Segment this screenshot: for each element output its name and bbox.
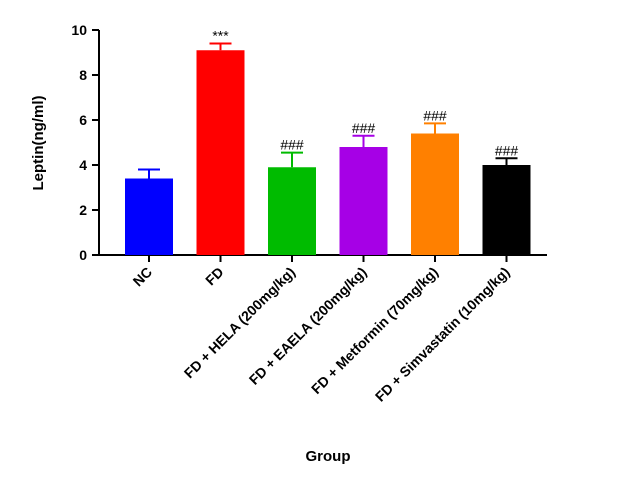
bar [196,50,245,255]
y-axis: 0 2 4 6 8 10 [71,22,100,263]
y-tick-label: 6 [79,112,87,128]
bar-group: ### [411,107,459,255]
bars: *** ### ### ### ### [125,28,531,255]
bar [411,133,459,255]
bar-group: ### [268,137,316,255]
significance-label: *** [212,28,229,44]
y-tick-label: 4 [79,157,87,173]
bar-group: ### [339,120,388,255]
y-ticks: 0 2 4 6 8 10 [71,22,99,263]
x-tick-label: NC [129,264,155,290]
bar [339,147,388,255]
x-tick-label: FD [202,264,227,289]
y-tick-label: 0 [79,247,87,263]
bar-group: ### [482,142,531,255]
x-tick-label: FD + Metformin (70mg/kg) [308,264,441,397]
y-axis-title: Leptin(ng/ml) [30,96,47,191]
bar [268,167,316,255]
bar-group [125,168,173,255]
bar [125,178,173,255]
x-axis-title: Group [306,448,351,465]
y-tick-label: 2 [79,202,87,218]
x-tick-label: FD + Simvastatin (10mg/kg) [372,264,513,405]
bar [482,165,531,255]
significance-label: ### [280,137,304,153]
x-tick-label: FD + EAELA (200mg/kg) [246,264,370,388]
y-tick-label: 8 [79,67,87,83]
y-tick-label: 10 [71,22,87,38]
significance-label: ### [495,142,519,158]
significance-label: ### [352,120,376,136]
bar-group: *** [196,28,245,255]
significance-label: ### [423,107,447,123]
